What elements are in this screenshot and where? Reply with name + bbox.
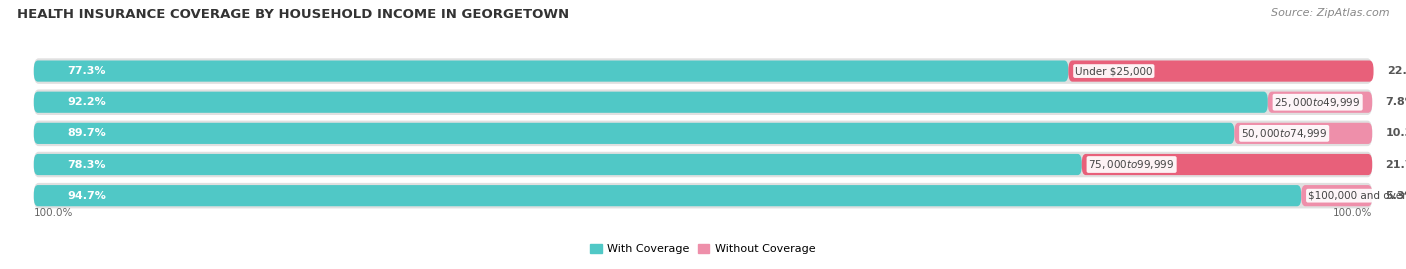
FancyBboxPatch shape bbox=[34, 152, 1372, 177]
FancyBboxPatch shape bbox=[1302, 185, 1372, 206]
Text: 5.3%: 5.3% bbox=[1385, 191, 1406, 201]
Text: 100.0%: 100.0% bbox=[1333, 208, 1372, 218]
Text: 78.3%: 78.3% bbox=[67, 160, 105, 169]
FancyBboxPatch shape bbox=[34, 121, 1372, 146]
FancyBboxPatch shape bbox=[34, 61, 1069, 82]
FancyBboxPatch shape bbox=[1081, 154, 1372, 175]
Text: Under $25,000: Under $25,000 bbox=[1076, 66, 1153, 76]
FancyBboxPatch shape bbox=[1069, 61, 1374, 82]
Text: 21.7%: 21.7% bbox=[1385, 160, 1406, 169]
Text: 10.3%: 10.3% bbox=[1385, 128, 1406, 138]
FancyBboxPatch shape bbox=[34, 183, 1372, 208]
Text: $50,000 to $74,999: $50,000 to $74,999 bbox=[1241, 127, 1327, 140]
Text: HEALTH INSURANCE COVERAGE BY HOUSEHOLD INCOME IN GEORGETOWN: HEALTH INSURANCE COVERAGE BY HOUSEHOLD I… bbox=[17, 8, 569, 21]
FancyBboxPatch shape bbox=[1268, 92, 1372, 113]
Legend: With Coverage, Without Coverage: With Coverage, Without Coverage bbox=[591, 244, 815, 254]
Text: $100,000 and over: $100,000 and over bbox=[1308, 191, 1406, 201]
FancyBboxPatch shape bbox=[1234, 123, 1372, 144]
FancyBboxPatch shape bbox=[34, 185, 1302, 206]
Text: $75,000 to $99,999: $75,000 to $99,999 bbox=[1088, 158, 1175, 171]
Text: 100.0%: 100.0% bbox=[34, 208, 73, 218]
FancyBboxPatch shape bbox=[34, 58, 1372, 84]
Text: 77.3%: 77.3% bbox=[67, 66, 105, 76]
Text: 7.8%: 7.8% bbox=[1385, 97, 1406, 107]
FancyBboxPatch shape bbox=[34, 90, 1372, 115]
Text: $25,000 to $49,999: $25,000 to $49,999 bbox=[1274, 96, 1361, 109]
FancyBboxPatch shape bbox=[34, 123, 1234, 144]
Text: 94.7%: 94.7% bbox=[67, 191, 105, 201]
FancyBboxPatch shape bbox=[34, 154, 1081, 175]
Text: 92.2%: 92.2% bbox=[67, 97, 105, 107]
Text: 22.8%: 22.8% bbox=[1386, 66, 1406, 76]
Text: 89.7%: 89.7% bbox=[67, 128, 105, 138]
FancyBboxPatch shape bbox=[34, 92, 1268, 113]
Text: Source: ZipAtlas.com: Source: ZipAtlas.com bbox=[1271, 8, 1389, 18]
